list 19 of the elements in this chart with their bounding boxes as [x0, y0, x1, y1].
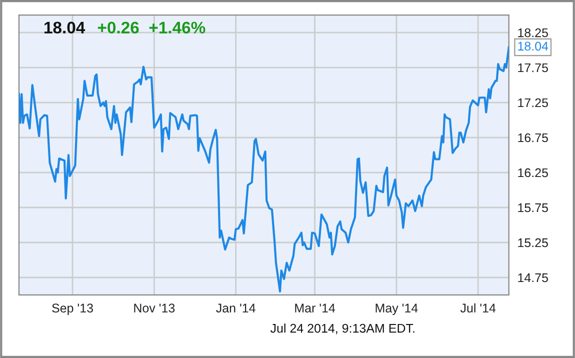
text: Jul 24 2014, 9:13AM EDT.: [270, 324, 414, 334]
x-tick-label: May '14: [376, 304, 418, 315]
y-tick-label: 17.75: [518, 63, 548, 72]
chart-title: 18.04: [44, 22, 86, 34]
y-tick-label: 15.25: [518, 238, 548, 248]
y-tick-label: 18.25: [518, 28, 548, 38]
x-tick-label: Mar '14: [295, 304, 336, 313]
x-tick-label: Nov '13: [134, 304, 175, 313]
annotation: 18.04: [518, 42, 548, 51]
y-tick-label: 17.25: [518, 98, 548, 108]
y-tick-label: 15.75: [518, 203, 548, 212]
y-tick-label: 16.75: [518, 133, 548, 142]
y-tick-label: 16.25: [518, 168, 548, 178]
y-tick-label: 14.75: [518, 273, 548, 282]
x-tick-label: Sep '13: [52, 304, 93, 315]
x-tick-label: Jan '14: [216, 304, 256, 313]
x-tick-label: Jul '14: [460, 303, 496, 313]
line-series: [18, 46, 509, 293]
chart-subtitle: +0.26 +1.46%: [98, 22, 206, 34]
